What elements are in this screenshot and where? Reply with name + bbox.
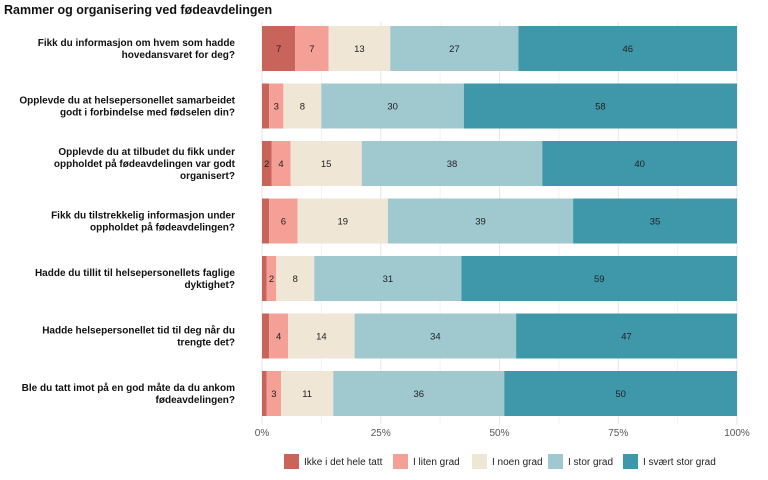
bar-segment xyxy=(390,26,519,71)
chart-title: Rammer og organisering ved fødeavdelinge… xyxy=(4,3,272,17)
bar-segment xyxy=(269,313,289,359)
bar-segment xyxy=(518,26,737,71)
legend: Ikke i det hele tatt I liten grad I noen g… xyxy=(284,454,716,469)
legend-swatch xyxy=(284,454,299,469)
bar-segment xyxy=(262,256,267,301)
category-label: Fikk du informasjon om hvem som hadde hov… xyxy=(38,38,236,61)
bar-segment xyxy=(314,256,462,301)
value-label: 3 xyxy=(274,102,279,113)
bar-segment xyxy=(276,256,315,301)
bar-segment xyxy=(297,198,388,244)
value-label: 30 xyxy=(387,102,398,113)
bars: 7 7 13 27 463 8 30 582 4 15 38 406 19 39 352 8 31 594 14 34… xyxy=(262,26,737,416)
bar-segment xyxy=(290,141,362,186)
value-label: 40 xyxy=(634,159,645,170)
value-label: 8 xyxy=(300,102,305,113)
x-tick-label: 25% xyxy=(371,428,391,439)
value-label: 2 xyxy=(264,159,269,170)
legend-swatch xyxy=(393,454,408,469)
legend-label: I svært stor grad xyxy=(643,457,716,468)
bar-segment xyxy=(266,256,277,301)
value-label: 4 xyxy=(278,159,283,170)
legend-label: I stor grad xyxy=(568,457,613,468)
category-label: Fikk du tilstrekkelig informasjon under o… xyxy=(51,211,235,234)
legend-swatch xyxy=(623,454,638,469)
bar-segment xyxy=(262,198,270,244)
bar-segment xyxy=(321,83,464,129)
value-label: 4 xyxy=(276,332,281,343)
legend-label: Ikke i det hele tatt xyxy=(304,457,383,468)
value-label: 39 xyxy=(475,217,486,228)
bar-segment xyxy=(288,313,355,359)
category-label: Hadde du tillit til helsepersonellets fa… xyxy=(35,268,235,291)
value-label: 46 xyxy=(622,44,633,55)
bar-segment xyxy=(354,313,517,359)
category-label: Opplevde du at helsepersonellet samarbei… xyxy=(19,96,235,119)
bar-segment xyxy=(328,26,391,71)
legend-label: I noen grad xyxy=(492,457,543,468)
bar-segment xyxy=(573,198,737,244)
value-label: 59 xyxy=(594,274,605,285)
value-label: 27 xyxy=(449,44,460,55)
category-label: Ble du tatt imot på en god måte da du an… xyxy=(22,382,235,406)
value-label: 34 xyxy=(430,332,441,343)
bar-segment xyxy=(461,256,737,301)
bar-segment xyxy=(269,83,284,129)
value-label: 7 xyxy=(276,44,281,55)
bar-segment xyxy=(295,26,329,71)
value-label: 2 xyxy=(269,274,274,285)
value-label: 47 xyxy=(621,332,632,343)
x-tick-label: 0% xyxy=(255,428,270,439)
value-label: 14 xyxy=(316,332,327,343)
value-label: 50 xyxy=(615,389,626,400)
value-label: 7 xyxy=(309,44,314,55)
value-label: 58 xyxy=(595,102,606,113)
value-label: 36 xyxy=(413,389,424,400)
value-label: 13 xyxy=(354,44,365,55)
bar-segment xyxy=(463,83,737,129)
value-label: 11 xyxy=(302,389,312,400)
value-label: 35 xyxy=(650,217,661,228)
legend-swatch xyxy=(472,454,487,469)
value-label: 3 xyxy=(271,389,276,400)
bar-segment xyxy=(262,313,270,359)
value-label: 31 xyxy=(383,274,394,285)
bar-segment xyxy=(269,198,298,244)
category-labels: Fikk du informasjon om hvem som hadde hov… xyxy=(19,38,235,406)
bar-segment xyxy=(361,141,543,186)
bar-segment xyxy=(271,141,291,186)
value-label: 19 xyxy=(337,217,348,228)
value-label: 15 xyxy=(321,159,332,170)
bar-segment xyxy=(387,198,574,244)
value-label: 6 xyxy=(281,217,286,228)
x-tick-label: 100% xyxy=(724,428,750,439)
legend-label: I liten grad xyxy=(413,457,460,468)
bar-segment xyxy=(504,371,737,416)
bar-segment xyxy=(281,371,334,416)
legend-swatch xyxy=(548,454,563,469)
bar-segment xyxy=(516,313,737,359)
bar-segment xyxy=(262,141,272,186)
value-label: 8 xyxy=(293,274,298,285)
x-tick-label: 75% xyxy=(608,428,628,439)
bar-segment xyxy=(262,371,267,416)
value-label: 38 xyxy=(447,159,458,170)
category-label: Opplevde du at tilbudet du fikk under opp… xyxy=(54,147,236,182)
bar-segment xyxy=(262,83,270,129)
category-label: Hadde helsepersonellet tid til deg når d… xyxy=(42,325,235,349)
bar-segment xyxy=(542,141,737,186)
bar-segment xyxy=(262,26,296,71)
x-tick-label: 50% xyxy=(489,428,509,439)
bar-segment xyxy=(283,83,322,129)
bar-segment xyxy=(266,371,281,416)
bar-segment xyxy=(333,371,505,416)
x-axis-ticks: 0% 25% 50% 75% 100% xyxy=(255,428,750,439)
